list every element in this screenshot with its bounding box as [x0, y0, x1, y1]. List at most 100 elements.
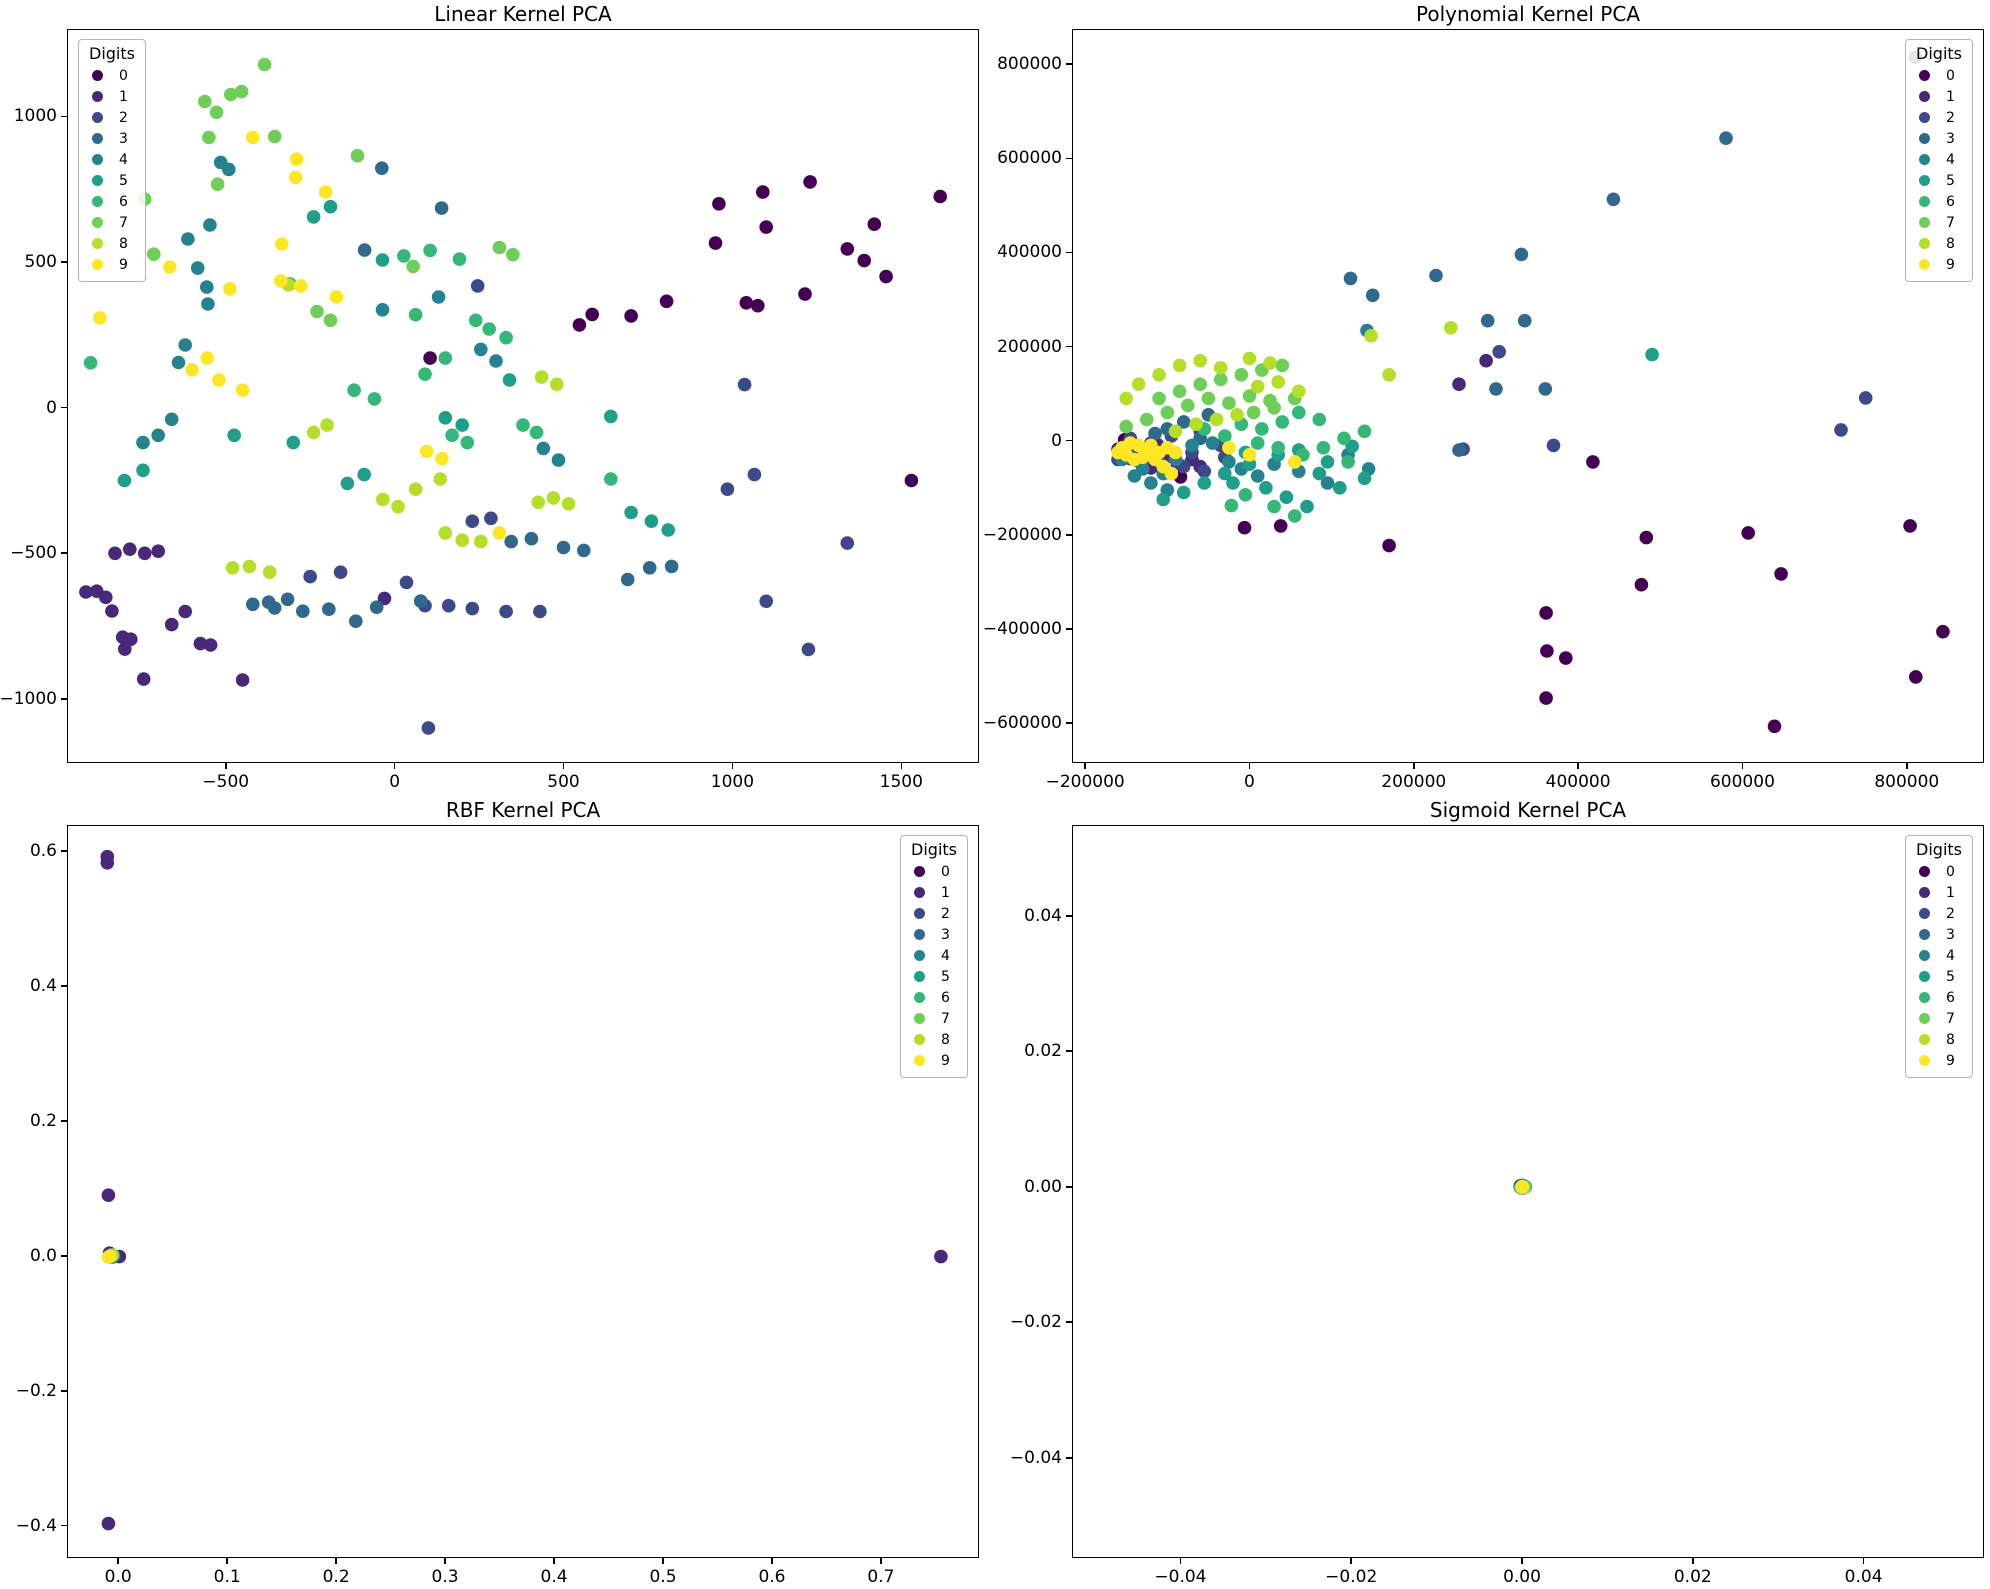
data-point-digit-8	[1516, 1180, 1531, 1195]
x-tick-mark	[771, 1558, 773, 1564]
legend-label: 7	[1946, 1010, 1955, 1027]
data-point-digit-1	[1121, 437, 1135, 452]
data-point-digit-6	[1234, 417, 1249, 432]
y-tick-label: −400000	[982, 618, 1062, 639]
y-tick-mark	[61, 552, 67, 555]
data-point-digit-6	[408, 307, 423, 322]
data-point-digit-2	[1546, 438, 1561, 453]
data-point-digit-7	[137, 192, 152, 206]
data-point-digit-1	[136, 672, 151, 686]
data-point-digit-8	[550, 377, 564, 392]
legend-swatch-icon	[92, 175, 103, 186]
data-point-digit-4	[1250, 469, 1265, 483]
x-tick-mark	[553, 1558, 555, 1564]
legend-swatch-icon	[1919, 196, 1931, 207]
data-point-digit-5	[306, 210, 321, 224]
data-point-digit-1	[101, 1516, 116, 1531]
data-point-digit-6	[468, 313, 483, 328]
data-point-digit-5	[455, 418, 470, 432]
legend-label: 2	[1946, 109, 1955, 126]
x-tick-mark	[226, 1558, 228, 1564]
x-tick-label: 0.3	[431, 1567, 459, 1587]
legend-swatch-icon	[1919, 154, 1931, 165]
data-point-digit-2	[801, 642, 816, 657]
data-point-digit-6	[529, 425, 544, 440]
legend-swatch-icon	[92, 91, 103, 102]
legend-item-digit-0: 0	[89, 65, 135, 86]
y-tick-mark	[61, 115, 67, 118]
data-point-digit-1	[193, 636, 208, 651]
data-point-digit-2	[1127, 448, 1142, 462]
legend-sigmoid: Digits 0 1 2 3 4 5 6 7 8 9	[1905, 835, 1973, 1078]
legend-item-digit-8: 8	[1916, 233, 1962, 254]
legend-item-digit-6: 6	[1916, 987, 1962, 1008]
x-tick-label: 0.00	[1503, 1567, 1541, 1587]
data-point-digit-1	[1162, 449, 1176, 464]
data-point-digit-9	[1152, 445, 1166, 460]
x-tick-mark	[1248, 763, 1251, 769]
data-point-digit-4	[551, 453, 566, 467]
data-point-digit-6	[1292, 405, 1306, 420]
data-point-digit-6	[418, 367, 432, 382]
data-point-digit-8	[1152, 368, 1166, 382]
y-tick-mark	[1066, 534, 1072, 536]
data-point-digit-0	[423, 351, 437, 365]
data-point-digit-1	[1111, 442, 1125, 457]
legend-swatch-icon	[914, 971, 926, 982]
x-tick-label: 0.1	[213, 1567, 241, 1587]
y-tick-label: 0.04	[1024, 905, 1062, 926]
data-point-digit-9	[1222, 441, 1236, 455]
data-point-digit-3	[1606, 192, 1621, 207]
data-point-digit-7	[1181, 398, 1195, 413]
data-point-digit-4	[1361, 462, 1376, 476]
data-point-digit-4	[178, 338, 192, 352]
y-tick-mark	[1066, 1321, 1072, 1324]
data-point-digit-0	[840, 242, 855, 256]
legend-item-digit-9: 9	[911, 1050, 957, 1071]
legend-label: 2	[119, 109, 128, 126]
data-point-digit-8	[561, 497, 576, 511]
y-tick-label: 800000	[997, 54, 1062, 75]
legend-item-digit-5: 5	[911, 966, 957, 987]
legend-label: 1	[941, 884, 950, 901]
data-point-digit-4	[1144, 476, 1158, 490]
data-point-digit-8	[1444, 321, 1458, 335]
data-point-digit-8	[1364, 329, 1378, 343]
data-point-digit-3	[504, 534, 518, 549]
legend-label: 2	[1946, 905, 1955, 922]
y-tick-label: 0	[46, 397, 57, 418]
data-point-digit-3	[1517, 313, 1532, 328]
data-point-digit-7	[1242, 389, 1257, 403]
data-point-digit-2	[470, 279, 485, 293]
data-point-digit-9	[1115, 441, 1129, 455]
data-point-digit-6	[1224, 498, 1239, 513]
data-point-digit-4	[1156, 466, 1170, 481]
data-point-digit-5	[375, 253, 390, 267]
data-point-digit-0	[1936, 624, 1950, 639]
data-point-digit-2	[1514, 1178, 1528, 1193]
x-tick-label: 0.5	[649, 1567, 677, 1587]
legend-item-digit-5: 5	[1916, 170, 1962, 191]
data-point-digit-2	[759, 594, 773, 609]
legend-linear: Digits 0 1 2 3 4 5 6 7 8 9	[78, 39, 146, 282]
legend-label: 8	[941, 1031, 950, 1048]
data-point-digit-0	[712, 197, 726, 211]
legend-label: 6	[941, 989, 950, 1006]
data-point-digit-3	[369, 600, 384, 614]
data-point-digit-9	[1119, 448, 1133, 462]
data-point-digit-5	[1226, 476, 1240, 490]
data-point-digit-5	[1197, 476, 1212, 490]
x-tick-label: 0.04	[1844, 1567, 1883, 1587]
x-tick-label: −0.02	[1325, 1567, 1378, 1587]
data-point-digit-0	[803, 175, 817, 189]
data-point-digit-0	[1382, 538, 1396, 553]
data-point-digit-0	[1237, 520, 1252, 535]
data-point-digit-5	[1345, 439, 1359, 454]
data-point-digit-6	[103, 1249, 118, 1263]
legend-item-digit-2: 2	[1916, 903, 1962, 924]
data-point-digit-4	[1185, 438, 1199, 453]
data-point-digit-4	[1160, 483, 1175, 497]
data-point-digit-9	[93, 311, 107, 325]
data-point-digit-2	[1492, 345, 1506, 359]
data-point-digit-5	[136, 463, 150, 478]
